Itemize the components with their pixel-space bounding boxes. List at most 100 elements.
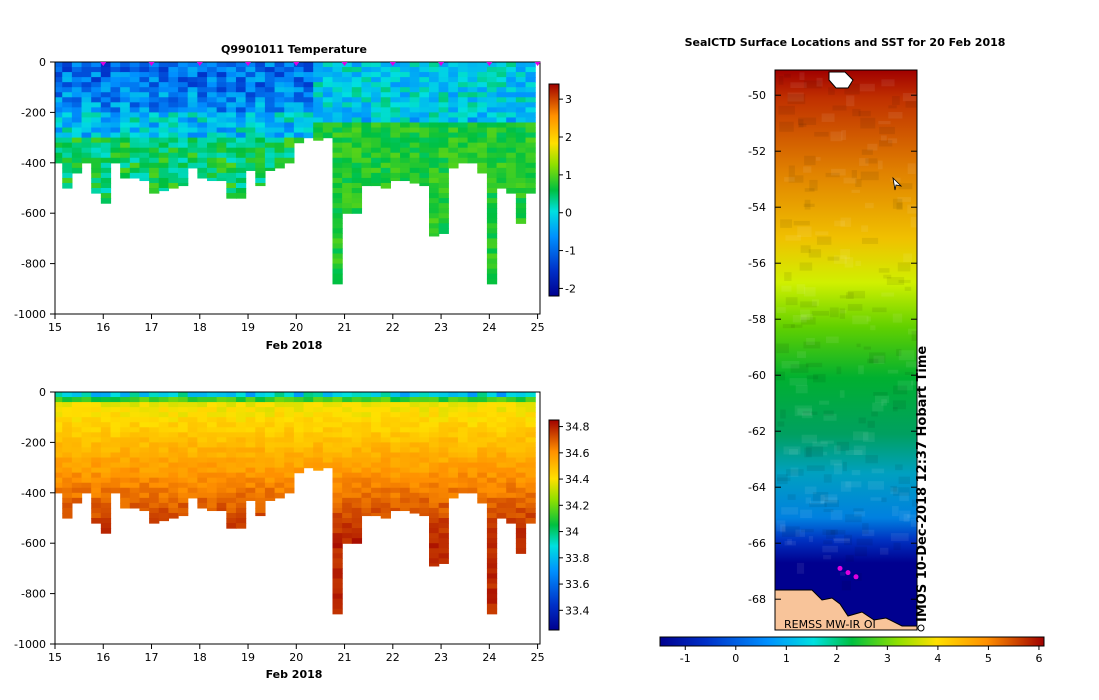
section-cell <box>207 402 218 408</box>
section-cell <box>178 397 189 403</box>
section-cell <box>506 392 517 398</box>
section-cell <box>187 467 198 474</box>
section-cell <box>342 132 353 139</box>
section-cell <box>371 412 382 418</box>
section-cell <box>351 92 363 98</box>
section-cell <box>235 447 247 454</box>
section-cell <box>477 497 488 504</box>
sst-noise <box>776 371 786 381</box>
section-cell <box>55 62 63 68</box>
section-cell <box>55 117 63 124</box>
section-cell <box>139 87 150 93</box>
section-cell <box>486 117 498 124</box>
section-cell <box>361 142 372 149</box>
section-cell <box>448 87 459 93</box>
section-cell <box>457 122 469 129</box>
x-tick-label: 17 <box>145 651 159 664</box>
section-cell <box>274 462 285 469</box>
section-cell <box>400 112 411 119</box>
sst-noise <box>893 385 908 395</box>
section-cell <box>332 147 343 154</box>
section-cell <box>467 142 478 149</box>
section-cell <box>371 112 382 119</box>
section-cell <box>168 482 179 489</box>
sst-noise <box>883 274 892 279</box>
section-cell <box>293 102 305 108</box>
section-cell <box>486 213 498 219</box>
section-cell <box>496 182 507 189</box>
section-cell <box>400 462 411 469</box>
section-cell <box>207 137 218 144</box>
section-cell <box>332 117 343 124</box>
section-cell <box>100 467 112 474</box>
section-cell <box>486 462 498 469</box>
sst-noise <box>911 499 917 507</box>
sst-noise <box>794 405 812 417</box>
sst-noise <box>802 410 810 416</box>
section-cell <box>332 452 343 459</box>
section-cell <box>284 117 295 124</box>
section-cell <box>496 107 507 113</box>
section-cell <box>525 407 536 413</box>
section-cell <box>139 452 150 459</box>
sst-noise <box>795 384 808 394</box>
section-cell <box>207 462 218 469</box>
section-cell <box>178 87 189 93</box>
sst-noise <box>878 120 891 125</box>
section-cell <box>149 452 160 459</box>
sst-noise <box>839 310 847 314</box>
section-cell <box>149 102 160 108</box>
section-cell <box>332 533 343 539</box>
section-cell <box>226 523 237 529</box>
section-cell <box>71 477 83 484</box>
section-cell <box>284 457 295 464</box>
section-cell <box>216 482 227 489</box>
section-cell <box>371 172 382 179</box>
section-cell <box>255 142 266 149</box>
section-cell <box>477 167 488 174</box>
section-cell <box>255 127 266 134</box>
section-cell <box>506 492 517 499</box>
section-cell <box>139 412 150 418</box>
section-cell <box>149 447 160 454</box>
section-cell <box>448 92 459 98</box>
sst-noise <box>776 343 789 354</box>
section-cell <box>303 457 314 464</box>
section-cell <box>187 477 198 484</box>
section-cell <box>342 437 353 443</box>
sst-source-label: REMSS MW-IR OI <box>784 618 876 631</box>
section-cell <box>477 452 488 459</box>
section-cell <box>525 152 536 159</box>
sst-noise <box>776 520 786 532</box>
section-cell <box>371 62 382 68</box>
section-cell <box>332 407 343 413</box>
section-cell <box>178 107 189 113</box>
section-cell <box>110 87 121 93</box>
section-cell <box>168 422 179 428</box>
section-cell <box>91 152 102 159</box>
section-cell <box>390 402 401 408</box>
sst-noise <box>820 495 825 504</box>
section-cell <box>515 392 527 398</box>
section-cell <box>390 167 401 174</box>
section-cell <box>139 402 150 408</box>
section-cell <box>110 62 121 68</box>
sst-noise <box>844 534 853 546</box>
section-cell <box>216 502 227 509</box>
section-cell <box>419 407 430 413</box>
section-cell <box>390 107 401 113</box>
section-cell <box>187 447 198 454</box>
section-cell <box>293 107 305 113</box>
sst-noise <box>862 432 875 442</box>
section-cell <box>178 132 189 139</box>
sst-noise <box>853 431 869 441</box>
section-cell <box>62 147 73 154</box>
section-cell <box>110 97 121 103</box>
section-cell <box>371 407 382 413</box>
section-cell <box>303 92 314 98</box>
section-cell <box>226 97 237 103</box>
sst-noise <box>881 399 887 406</box>
section-cell <box>400 142 411 149</box>
section-cell <box>361 427 372 433</box>
sst-noise <box>804 155 816 166</box>
